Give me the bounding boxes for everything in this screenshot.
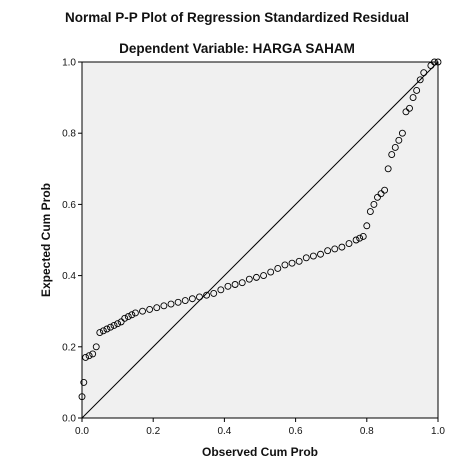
data-point xyxy=(366,208,374,215)
data-point xyxy=(117,318,125,326)
data-point xyxy=(363,222,371,230)
data-point xyxy=(409,94,417,102)
data-point xyxy=(103,325,111,333)
data-point xyxy=(324,247,332,255)
data-point xyxy=(89,350,97,358)
x-tick-label: 0.0 xyxy=(75,426,89,437)
data-point xyxy=(295,257,303,265)
data-point xyxy=(252,273,260,281)
data-point xyxy=(124,313,132,320)
data-point xyxy=(107,323,114,331)
data-point xyxy=(374,193,381,201)
data-point xyxy=(217,286,225,294)
reference-line xyxy=(81,61,439,419)
y-tick-label: 0.0 xyxy=(62,414,76,425)
data-point xyxy=(317,250,324,258)
data-point xyxy=(238,279,246,287)
data-point xyxy=(167,300,175,308)
data-point xyxy=(391,143,399,151)
data-point xyxy=(267,268,275,276)
data-point xyxy=(356,234,364,242)
data-point xyxy=(345,240,353,248)
data-point xyxy=(174,298,182,306)
data-point xyxy=(121,314,129,322)
data-point xyxy=(82,354,90,361)
data-point xyxy=(224,282,232,290)
x-tick-label: 0.8 xyxy=(360,426,374,437)
data-point xyxy=(381,186,389,194)
y-tick-label: 0.2 xyxy=(62,342,76,353)
data-point xyxy=(413,87,421,94)
data-point xyxy=(281,261,289,269)
y-tick-label: 0.4 xyxy=(62,271,76,282)
data-point xyxy=(92,343,100,351)
data-point xyxy=(160,302,168,310)
y-tick-label: 0.8 xyxy=(62,129,76,140)
data-point xyxy=(420,69,428,77)
data-point xyxy=(377,190,385,198)
data-point xyxy=(139,307,146,315)
chart-subtitle: Dependent Variable: HARGA SAHAM xyxy=(119,41,355,56)
data-point xyxy=(188,295,196,303)
data-point xyxy=(131,309,139,317)
data-point xyxy=(430,58,438,66)
data-point xyxy=(406,104,413,112)
data-point xyxy=(181,297,189,304)
y-axis-label: Expected Cum Prob xyxy=(39,183,53,297)
x-tick-label: 0.2 xyxy=(146,426,160,437)
data-point xyxy=(416,76,424,84)
data-point xyxy=(85,352,93,360)
data-point xyxy=(274,265,282,272)
data-point xyxy=(153,304,161,312)
chart-title: Normal P-P Plot of Regression Standardiz… xyxy=(64,10,410,25)
data-point xyxy=(309,252,317,260)
data-point xyxy=(114,320,122,328)
data-point xyxy=(398,129,406,137)
data-point xyxy=(395,136,403,144)
data-point xyxy=(210,289,218,297)
data-point xyxy=(80,378,88,386)
data-point xyxy=(384,165,392,173)
data-point xyxy=(388,151,396,159)
data-point xyxy=(203,291,211,299)
x-axis-label: Observed Cum Prob xyxy=(202,445,318,459)
x-tick-label: 0.6 xyxy=(289,426,303,437)
data-point xyxy=(427,62,435,70)
data-point xyxy=(331,245,339,253)
data-point xyxy=(128,311,136,319)
data-point xyxy=(352,236,360,244)
data-point xyxy=(402,108,410,116)
x-tick-label: 0.4 xyxy=(217,426,231,437)
data-point xyxy=(96,329,104,337)
data-point xyxy=(288,259,296,267)
data-point xyxy=(260,272,268,280)
data-point xyxy=(359,232,367,240)
data-point xyxy=(231,281,239,288)
y-tick-label: 0.6 xyxy=(62,200,76,211)
data-point xyxy=(370,200,378,208)
data-point xyxy=(110,321,118,329)
data-point xyxy=(338,243,346,251)
x-tick-label: 1.0 xyxy=(431,426,445,437)
data-point xyxy=(146,305,154,313)
data-point xyxy=(99,327,107,335)
y-tick-label: 1.0 xyxy=(62,58,76,69)
data-point xyxy=(302,254,310,262)
data-point xyxy=(434,58,442,66)
data-point xyxy=(196,293,203,301)
data-point xyxy=(78,393,86,401)
data-point xyxy=(245,275,253,283)
